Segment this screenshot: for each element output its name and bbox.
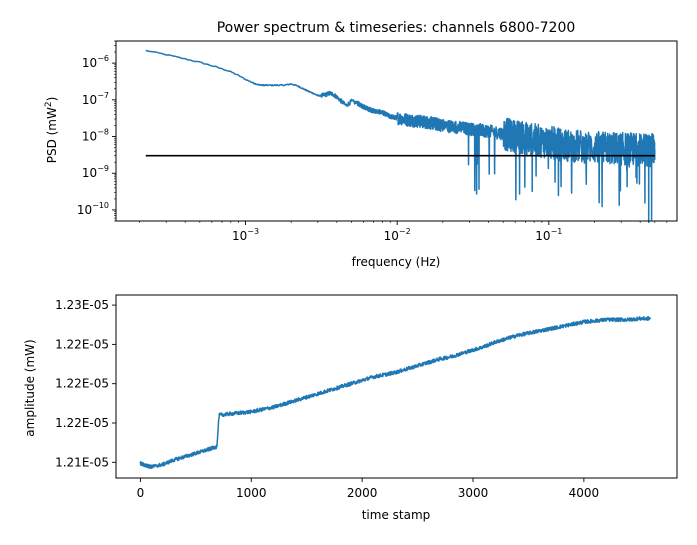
y-tick-label-0-2: 10−8: [82, 128, 109, 144]
x-tick-label-0-2: 10−1: [535, 227, 562, 243]
psd-y-axis-label-main: PSD (mW: [45, 107, 59, 163]
psd-x-axis-label: frequency (Hz): [352, 255, 441, 269]
timeseries-y-axis-label: amplitude (mW): [23, 339, 37, 436]
y-tick-label-0-0: 10−10: [77, 201, 109, 217]
plot-frame-0: [115, 40, 678, 222]
plot-frame-1: [115, 294, 678, 479]
x-tick-label-0-0: 10−3: [232, 227, 259, 243]
x-tick-label-0-1: 10−2: [384, 227, 411, 243]
y-tick-label-1-2: 1.22E-05: [55, 377, 109, 391]
x-tick-label-1-4: 4000: [569, 486, 600, 500]
chart-title: Power spectrum & timeseries: channels 68…: [217, 20, 576, 36]
psd-y-axis-label-superscript: 2: [44, 101, 54, 107]
x-tick-label-1-2: 2000: [347, 486, 378, 500]
psd-chart: Power spectrum & timeseries: channels 68…: [44, 20, 678, 269]
x-tick-label-1-1: 1000: [236, 486, 267, 500]
y-tick-label-0-4: 10−6: [82, 54, 109, 70]
psd-y-axis-label: PSD (mW2): [44, 97, 59, 164]
y-tick-label-1-3: 1.22E-05: [55, 337, 109, 351]
y-tick-label-1-1: 1.22E-05: [55, 416, 109, 430]
timeseries-x-axis-label: time stamp: [362, 508, 431, 522]
psd-y-axis-label-close: ): [45, 97, 59, 102]
series-line-0-0: [145, 49, 656, 224]
y-tick-label-0-1: 10−9: [82, 164, 109, 180]
x-tick-label-1-3: 3000: [458, 486, 489, 500]
y-tick-label-1-0: 1.21E-05: [55, 455, 109, 469]
x-tick-label-1-0: 0: [137, 486, 145, 500]
y-tick-label-1-4: 1.23E-05: [55, 298, 109, 312]
timeseries-chart: 0 1000 2000 3000 4000 1.21E-05 1.22E-05 1.22E-0…: [23, 294, 678, 522]
series-line-1-0: [139, 316, 652, 470]
psd-plot-area: 10−3 10−2 10−1 10−10 10−9 10−8 10−7 10−6: [77, 40, 678, 243]
y-tick-label-0-3: 10−7: [82, 91, 109, 107]
timeseries-plot-area: 0 1000 2000 3000 4000 1.21E-05 1.22E-05 1.22E-0…: [55, 294, 678, 500]
